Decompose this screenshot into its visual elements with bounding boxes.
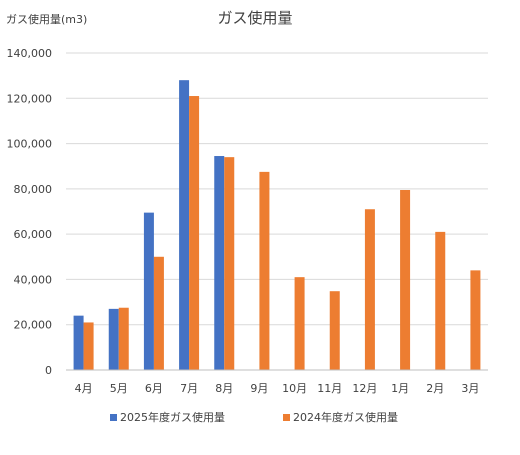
bar-series-2024	[364, 209, 375, 370]
x-tick-label: 1月	[391, 382, 409, 395]
y-tick-label: 60,000	[14, 228, 53, 241]
bar-series-2025	[143, 212, 154, 370]
bar-series-2024	[400, 189, 411, 370]
bar-series-2024	[83, 322, 94, 370]
legend: 2025年度ガス使用量 2024年度ガス使用量	[110, 410, 398, 424]
x-tick-label: 3月	[461, 382, 479, 395]
x-tick-label: 6月	[145, 382, 163, 395]
bar-series-2024	[259, 171, 270, 370]
unit-label: ガス使用量(m3)	[6, 13, 87, 26]
y-tick-label: 120,000	[7, 92, 53, 105]
x-tick-label: 12月	[352, 382, 377, 395]
bars	[73, 80, 481, 371]
y-tick-label: 0	[45, 364, 52, 377]
bar-series-2024	[329, 291, 340, 370]
x-tick-label: 2月	[426, 382, 444, 395]
bar-series-2024	[224, 157, 235, 370]
x-tick-label: 4月	[75, 382, 93, 395]
y-tick-label: 20,000	[14, 319, 53, 332]
bar-series-2024	[470, 270, 481, 370]
bar-series-2025	[108, 308, 119, 370]
y-tick-label: 80,000	[14, 183, 53, 196]
x-tick-label: 5月	[110, 382, 128, 395]
legend-swatch	[110, 414, 117, 421]
bar-series-2024	[435, 231, 446, 370]
gridlines	[66, 52, 488, 326]
legend-label: 2025年度ガス使用量	[120, 410, 225, 424]
bar-series-2024	[294, 277, 305, 370]
chart-title: ガス使用量	[217, 9, 292, 27]
bar-series-2025	[179, 80, 190, 371]
bar-series-2024	[118, 307, 129, 370]
y-axis-ticks: 0 20,000 40,000 60,000 80,000 100,000 120,000 1…	[7, 47, 53, 377]
y-tick-label: 40,000	[14, 273, 53, 286]
x-axis-ticks: 4月 5月 6月 7月 8月 9月 10月 11月 12月 1月 2月 3月	[75, 382, 480, 395]
x-tick-label: 9月	[250, 382, 268, 395]
x-tick-label: 7月	[180, 382, 198, 395]
y-tick-label: 100,000	[7, 138, 53, 151]
bar-series-2025	[73, 315, 84, 370]
legend-swatch	[283, 414, 290, 421]
x-tick-label: 8月	[215, 382, 233, 395]
y-tick-label: 140,000	[7, 47, 53, 60]
x-tick-label: 11月	[317, 382, 342, 395]
bar-series-2024	[153, 256, 164, 370]
bar-series-2025	[214, 156, 225, 370]
x-tick-label: 10月	[282, 382, 307, 395]
bar-series-2024	[189, 96, 200, 371]
legend-label: 2024年度ガス使用量	[293, 410, 398, 424]
